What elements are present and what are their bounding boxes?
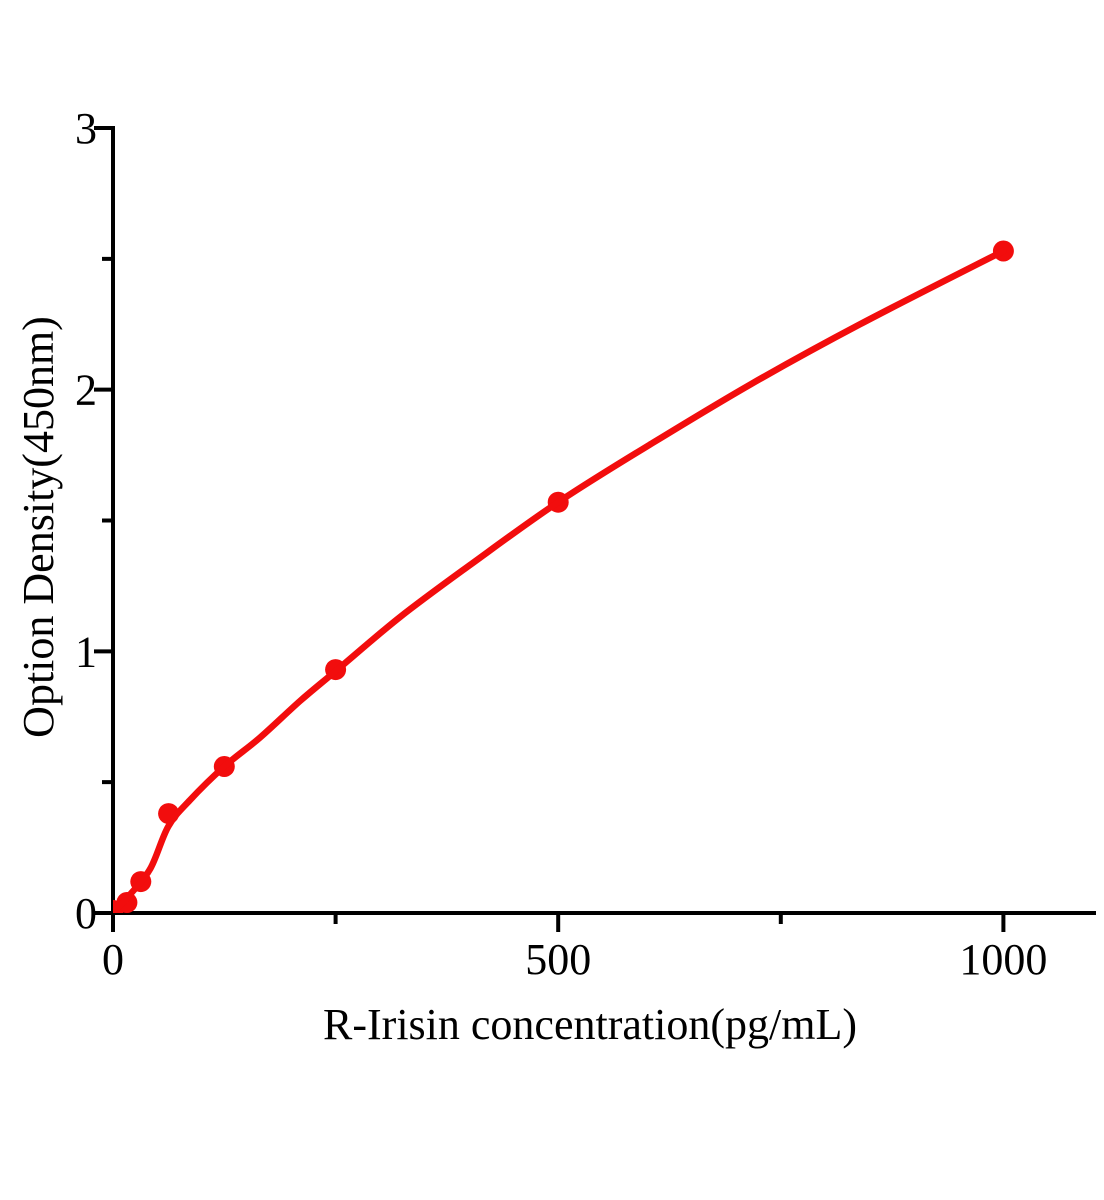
fitted-curve — [113, 247, 1007, 913]
axis-ticks — [94, 126, 1006, 932]
y-tick-label: 0 — [75, 889, 97, 938]
x-tick-label: 0 — [102, 935, 124, 984]
x-tick-label: 500 — [525, 935, 591, 984]
x-axis-title: R-Irisin concentration(pg/mL) — [323, 1000, 857, 1049]
y-tick-label: 2 — [75, 366, 97, 415]
tick-labels: 0 500 1000 0 1 2 3 — [75, 104, 1047, 984]
y-axis-title: Option Density(450nm) — [14, 316, 63, 738]
axes — [94, 126, 1096, 932]
data-series — [113, 240, 1014, 913]
y-tick-label: 3 — [75, 104, 97, 153]
y-tick-label: 1 — [75, 627, 97, 676]
axis-spines — [111, 126, 1096, 915]
x-tick-label: 1000 — [959, 935, 1047, 984]
